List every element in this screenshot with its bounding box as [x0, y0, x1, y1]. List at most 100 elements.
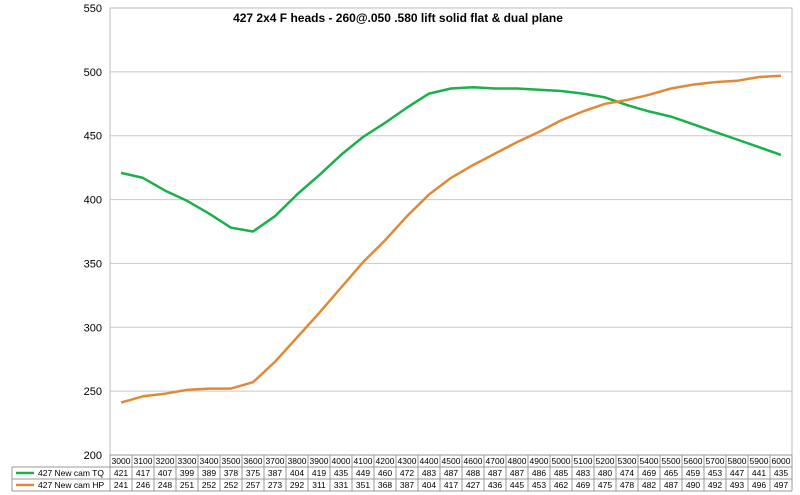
x-tick-label: 5200	[596, 456, 615, 466]
data-label: 387	[400, 480, 414, 490]
data-label: 421	[114, 468, 128, 478]
x-tick-label: 5500	[662, 456, 681, 466]
data-label: 488	[466, 468, 480, 478]
x-tick-label: 3200	[156, 456, 175, 466]
x-tick-label: 6000	[772, 456, 791, 466]
x-tick-label: 5300	[618, 456, 637, 466]
x-tick-label: 3600	[244, 456, 263, 466]
chart-title: 427 2x4 F heads - 260@.050 .580 lift sol…	[233, 11, 563, 25]
data-label: 252	[224, 480, 238, 490]
data-label: 368	[378, 480, 392, 490]
data-label: 449	[356, 468, 370, 478]
x-tick-label: 3000	[112, 456, 131, 466]
series-line-tq	[120, 85, 782, 233]
x-tick-label: 5900	[750, 456, 769, 466]
data-label: 487	[488, 468, 502, 478]
data-label: 419	[312, 468, 326, 478]
gridlines	[109, 7, 793, 456]
data-label: 241	[114, 480, 128, 490]
x-tick-label: 5000	[552, 456, 571, 466]
data-label: 417	[136, 468, 150, 478]
data-label: 252	[202, 480, 216, 490]
x-tick-label: 5600	[684, 456, 703, 466]
x-tick-label: 3500	[222, 456, 241, 466]
x-tick-label: 4300	[398, 456, 417, 466]
data-label: 486	[532, 468, 546, 478]
x-tick-label: 4800	[508, 456, 527, 466]
data-label: 487	[664, 480, 678, 490]
data-label: 351	[356, 480, 370, 490]
y-tick-label: 200	[84, 450, 102, 462]
data-label: 375	[246, 468, 260, 478]
data-label: 459	[686, 468, 700, 478]
data-label: 478	[620, 480, 634, 490]
x-tick-label: 5800	[728, 456, 747, 466]
data-label: 378	[224, 468, 238, 478]
data-label: 407	[158, 468, 172, 478]
data-label: 246	[136, 480, 150, 490]
data-label: 474	[620, 468, 634, 478]
data-label: 469	[642, 468, 656, 478]
data-label: 496	[752, 480, 766, 490]
data-label: 248	[158, 480, 172, 490]
data-label: 462	[554, 480, 568, 490]
x-tick-label: 4400	[420, 456, 439, 466]
data-label: 445	[510, 480, 524, 490]
y-tick-label: 550	[84, 3, 102, 15]
data-label: 441	[752, 468, 766, 478]
data-label: 417	[444, 480, 458, 490]
y-tick-label: 350	[84, 258, 102, 270]
data-label: 404	[290, 468, 304, 478]
x-tick-label: 4900	[530, 456, 549, 466]
x-tick-label: 3400	[200, 456, 219, 466]
data-table: 3000 3100 3200 3300 3400 3500 3600 3700 3800 3900…	[11, 454, 793, 492]
y-tick-label: 250	[84, 386, 102, 398]
data-label: 251	[180, 480, 194, 490]
data-label: 311	[312, 480, 326, 490]
x-tick-label: 4000	[332, 456, 351, 466]
data-label: 460	[378, 468, 392, 478]
data-label: 331	[334, 480, 348, 490]
y-axis-tick-labels: 200 250 300 350 400 450 500 550	[84, 3, 102, 462]
data-label: 399	[180, 468, 194, 478]
data-label: 483	[576, 468, 590, 478]
data-label: 497	[774, 480, 788, 490]
legend-label: 427 New cam TQ	[38, 468, 104, 478]
data-label: 447	[730, 468, 744, 478]
y-tick-label: 450	[84, 131, 102, 143]
x-tick-label: 4700	[486, 456, 505, 466]
x-tick-label: 3900	[310, 456, 329, 466]
data-label: 453	[708, 468, 722, 478]
x-tick-label: 5400	[640, 456, 659, 466]
x-tick-label: 3300	[178, 456, 197, 466]
data-label: 257	[246, 480, 260, 490]
data-label: 487	[444, 468, 458, 478]
data-label: 472	[400, 468, 414, 478]
x-tick-label: 4500	[442, 456, 461, 466]
data-label: 490	[686, 480, 700, 490]
data-label: 436	[488, 480, 502, 490]
data-label: 487	[510, 468, 524, 478]
x-tick-label: 5700	[706, 456, 725, 466]
y-tick-label: 300	[84, 322, 102, 334]
data-label: 492	[708, 480, 722, 490]
data-label: 273	[268, 480, 282, 490]
y-tick-label: 400	[84, 195, 102, 207]
data-label: 404	[422, 480, 436, 490]
x-tick-label: 4600	[464, 456, 483, 466]
data-label: 480	[598, 468, 612, 478]
data-label: 387	[268, 468, 282, 478]
data-label: 469	[576, 480, 590, 490]
data-label: 292	[290, 480, 304, 490]
x-tick-label: 4100	[354, 456, 373, 466]
data-label: 435	[334, 468, 348, 478]
data-label: 427	[466, 480, 480, 490]
data-label: 453	[532, 480, 546, 490]
data-label: 493	[730, 480, 744, 490]
y-tick-label: 500	[84, 67, 102, 79]
data-label: 475	[598, 480, 612, 490]
series-line-hp	[120, 74, 782, 404]
x-tick-label: 3700	[266, 456, 285, 466]
data-label: 435	[774, 468, 788, 478]
